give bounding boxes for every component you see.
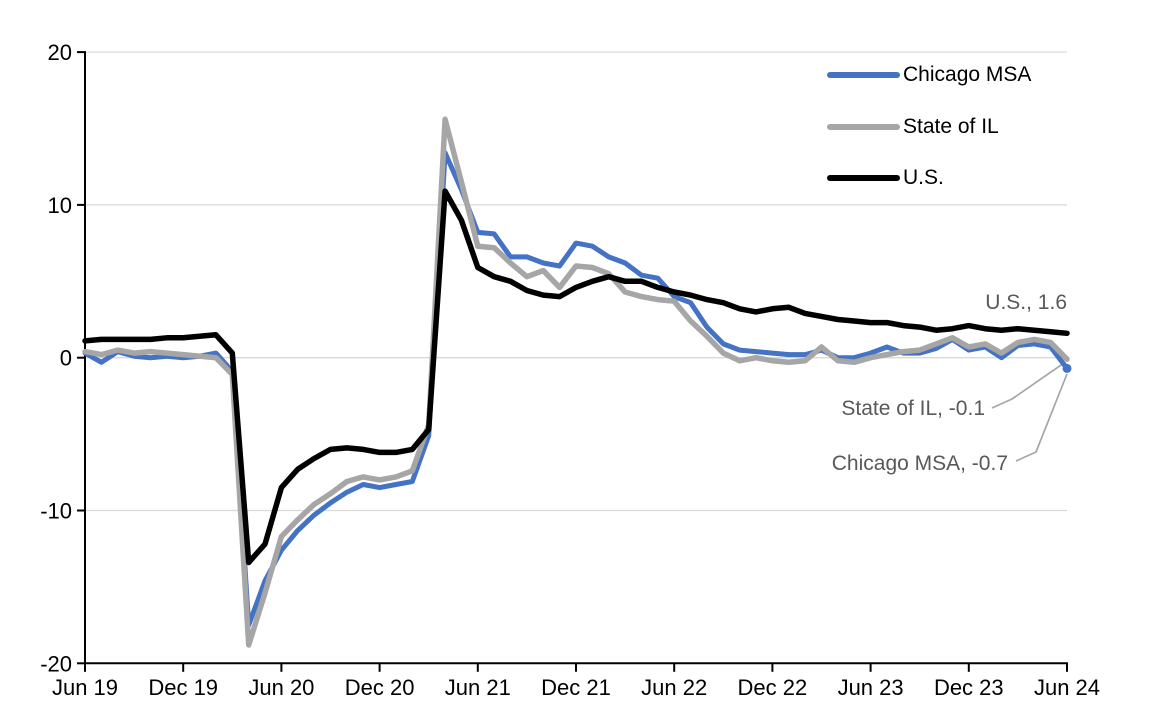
y-tick-label: -10 — [40, 499, 72, 524]
chicago-msa-leader-line — [1015, 373, 1068, 462]
annotation-chicago-msa-last-value: Chicago MSA, -0.7 — [831, 452, 1008, 475]
y-tick-label: 10 — [48, 193, 72, 218]
x-tick-label: Jun 22 — [641, 675, 707, 700]
legend-item-us: U.S. — [827, 167, 944, 189]
x-tick-label: Jun 20 — [248, 675, 314, 700]
series-line-u-s — [82, 188, 1070, 566]
legend-label-us: U.S. — [903, 166, 944, 189]
state-of-il-line-swatch-icon — [827, 124, 900, 130]
annotation-us-last-value: U.S., 1.6 — [985, 291, 1067, 314]
legend-item-state-of-il: State of IL — [827, 116, 999, 138]
x-tick-label: Jun 23 — [838, 675, 904, 700]
y-tick-label: -20 — [40, 651, 72, 676]
x-tick-label: Dec 22 — [738, 675, 808, 700]
y-tick-label: 0 — [60, 346, 72, 371]
x-tick-label: Dec 21 — [541, 675, 611, 700]
x-tick-label: Dec 19 — [148, 675, 218, 700]
x-tick-label: Jun 21 — [445, 675, 511, 700]
x-tick-label: Dec 20 — [345, 675, 415, 700]
x-tick-label: Jun 24 — [1034, 675, 1100, 700]
y-tick-label: 20 — [48, 40, 72, 65]
legend-label-state-of-il: State of IL — [903, 115, 999, 138]
series-line-state-of-il — [82, 116, 1070, 648]
state-of-il-leader-line — [991, 362, 1065, 409]
chicago-msa-endpoint-dot — [1062, 363, 1072, 373]
annotation-state-of-il-last-value: State of IL, -0.1 — [841, 397, 985, 420]
chicago-msa-line-swatch-icon — [827, 72, 900, 78]
x-tick-label: Jun 19 — [52, 675, 118, 700]
legend-item-chicago-msa: Chicago MSA — [827, 64, 1031, 86]
legend-label-chicago-msa: Chicago MSA — [903, 63, 1032, 86]
x-tick-label: Dec 23 — [934, 675, 1004, 700]
us-line-swatch-icon — [827, 175, 900, 181]
